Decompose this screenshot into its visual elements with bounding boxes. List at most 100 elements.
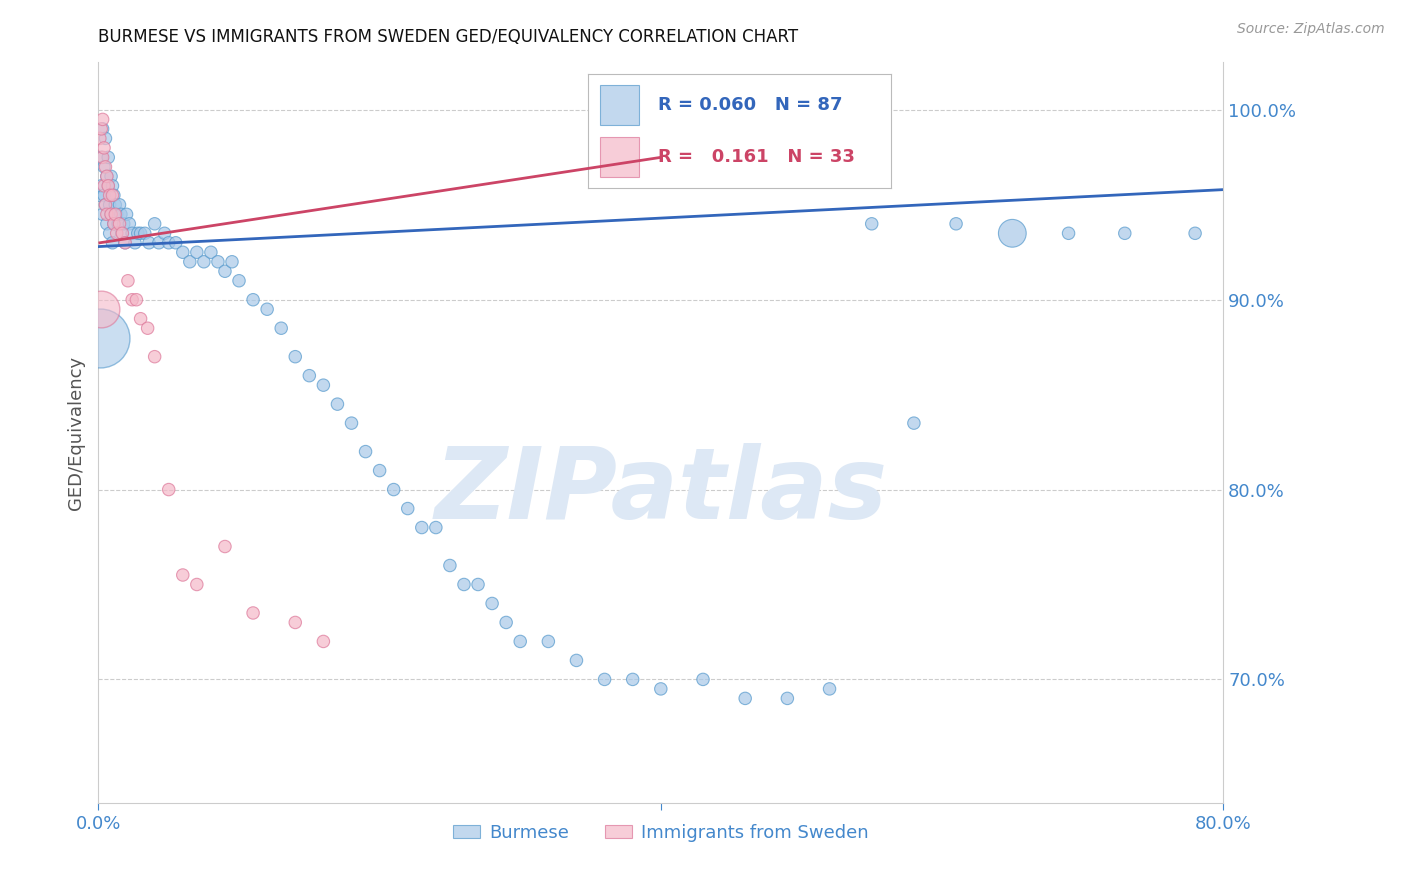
Point	[107, 217, 129, 231]
Point	[104, 207, 127, 221]
Point	[157, 483, 180, 497]
Point	[96, 169, 118, 184]
Point	[411, 520, 433, 534]
Point	[97, 150, 120, 164]
Point	[110, 207, 132, 221]
Point	[396, 501, 419, 516]
Point	[186, 577, 208, 591]
Point	[103, 217, 125, 231]
Text: ZIPatlas: ZIPatlas	[434, 443, 887, 541]
Point	[453, 577, 475, 591]
Point	[98, 198, 121, 212]
Point	[143, 217, 166, 231]
Point	[108, 217, 131, 231]
Point	[186, 245, 208, 260]
Point	[90, 178, 112, 193]
Point	[692, 673, 714, 687]
Point	[97, 178, 120, 193]
Point	[100, 207, 122, 221]
Point	[509, 634, 531, 648]
Point	[136, 321, 159, 335]
Point	[124, 235, 146, 250]
Point	[129, 311, 152, 326]
Point	[89, 131, 111, 145]
Point	[1057, 227, 1080, 241]
Point	[228, 274, 250, 288]
Point	[101, 235, 124, 250]
Point	[945, 217, 967, 231]
Point	[1184, 227, 1206, 241]
Point	[221, 254, 243, 268]
Point	[93, 178, 115, 193]
Point	[179, 254, 201, 268]
Point	[312, 634, 335, 648]
Y-axis label: GED/Equivalency: GED/Equivalency	[66, 356, 84, 509]
Point	[242, 293, 264, 307]
Point	[256, 302, 278, 317]
Point	[104, 198, 127, 212]
Point	[382, 483, 405, 497]
Text: Source: ZipAtlas.com: Source: ZipAtlas.com	[1237, 22, 1385, 37]
Point	[91, 150, 114, 164]
Point	[103, 217, 125, 231]
Point	[114, 235, 136, 250]
Point	[143, 350, 166, 364]
Point	[593, 673, 616, 687]
Point	[193, 254, 215, 268]
Point	[621, 673, 644, 687]
Point	[94, 131, 117, 145]
Point	[860, 217, 883, 231]
Point	[103, 188, 125, 202]
Point	[105, 227, 128, 241]
Point	[127, 227, 149, 241]
Point	[242, 606, 264, 620]
Point	[326, 397, 349, 411]
Point	[125, 293, 148, 307]
Point	[98, 188, 121, 202]
Point	[91, 207, 114, 221]
Point	[111, 227, 134, 241]
Point	[214, 264, 236, 278]
Point	[481, 597, 503, 611]
Point	[115, 207, 138, 221]
Point	[284, 350, 307, 364]
Point	[96, 169, 118, 184]
Point	[214, 540, 236, 554]
Point	[129, 227, 152, 241]
Point	[467, 577, 489, 591]
Point	[565, 653, 588, 667]
Point	[118, 217, 141, 231]
Point	[165, 235, 187, 250]
Point	[207, 254, 229, 268]
Point	[121, 293, 143, 307]
Point	[96, 207, 118, 221]
Point	[138, 235, 160, 250]
Point	[354, 444, 377, 458]
Point	[284, 615, 307, 630]
Point	[134, 227, 156, 241]
Point	[93, 160, 115, 174]
Point	[114, 235, 136, 250]
Point	[93, 141, 115, 155]
Point	[157, 235, 180, 250]
Point	[312, 378, 335, 392]
Point	[90, 121, 112, 136]
Point	[650, 681, 672, 696]
Point	[90, 150, 112, 164]
Point	[340, 416, 363, 430]
Point	[98, 227, 121, 241]
Point	[425, 520, 447, 534]
Point	[105, 207, 128, 221]
Point	[91, 112, 114, 127]
Point	[200, 245, 222, 260]
Point	[298, 368, 321, 383]
Point	[270, 321, 292, 335]
Point	[89, 188, 111, 202]
Point	[172, 245, 194, 260]
Point	[148, 235, 170, 250]
Point	[100, 169, 122, 184]
Point	[101, 178, 124, 193]
Point	[91, 121, 114, 136]
Point	[93, 188, 115, 202]
Point	[368, 464, 391, 478]
